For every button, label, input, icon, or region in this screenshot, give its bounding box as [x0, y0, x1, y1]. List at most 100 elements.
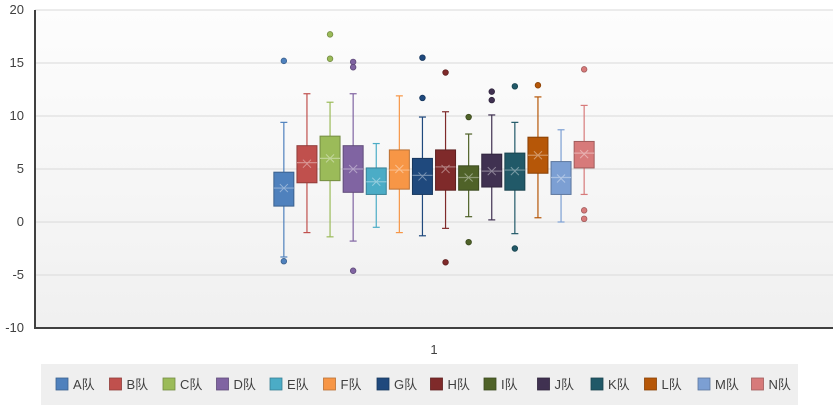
legend-label: H队	[448, 377, 470, 392]
legend-item-9: I队	[483, 377, 518, 392]
outlier-point	[442, 259, 449, 266]
legend-background	[41, 364, 798, 405]
legend-label: I队	[501, 377, 518, 392]
legend-item-10: J队	[537, 377, 575, 392]
legend-item-4: D队	[216, 377, 256, 392]
y-axis-tick-labels: -10 -5 0 5 10 15 20	[5, 2, 24, 335]
box-9	[458, 113, 480, 246]
mean-marker	[556, 174, 566, 183]
box-2	[296, 93, 318, 234]
legend-item-6: F队	[323, 377, 362, 392]
box-4	[342, 58, 364, 274]
mean-marker	[302, 159, 312, 169]
legend-label: G队	[394, 377, 417, 392]
legend-swatch	[644, 377, 657, 391]
mean-marker	[487, 166, 497, 176]
y-tick-label: 10	[10, 108, 24, 123]
mean-marker	[441, 164, 450, 174]
box-10	[481, 88, 503, 221]
legend-label: E队	[287, 377, 309, 392]
x-category-label: 1	[430, 342, 437, 357]
mean-marker	[279, 183, 289, 193]
outlier-point	[349, 58, 357, 66]
legend-label: A队	[73, 377, 95, 392]
box-14	[573, 66, 595, 223]
mean-marker	[371, 177, 381, 187]
outlier-point	[326, 31, 334, 38]
y-tick-label: 0	[17, 214, 24, 229]
outlier-point	[580, 215, 588, 223]
y-tick-label: -5	[12, 267, 24, 282]
outlier-point	[419, 94, 426, 102]
mean-marker	[325, 154, 335, 163]
legend-item-13: M队	[697, 377, 739, 392]
outlier-point	[349, 267, 357, 274]
y-tick-label: 15	[10, 55, 24, 70]
legend-swatch	[590, 377, 604, 391]
gridlines	[35, 9, 833, 276]
outlier-point	[465, 113, 472, 121]
legend-label: C队	[180, 377, 202, 392]
legend-label: B队	[127, 377, 149, 392]
legend-item-3: C队	[162, 377, 202, 392]
box-6	[388, 95, 410, 234]
legend-swatch	[430, 377, 443, 391]
outlier-point	[534, 82, 542, 89]
legend-item-7: G队	[376, 377, 417, 392]
outlier-point	[580, 66, 588, 73]
legend-swatch	[376, 377, 390, 391]
legend-item-12: L队	[644, 377, 682, 392]
mean-marker	[510, 166, 520, 176]
legend-swatch	[216, 377, 229, 391]
box-12	[527, 82, 549, 219]
legend-swatch	[537, 377, 550, 391]
box-1	[273, 57, 295, 265]
box-3	[319, 31, 341, 238]
mean-marker	[394, 164, 404, 174]
legend-swatch	[55, 377, 69, 391]
outlier-point	[465, 238, 472, 246]
outlier-point	[511, 83, 519, 90]
outlier-point	[349, 64, 357, 71]
legend-swatch	[162, 377, 176, 391]
box-8	[435, 69, 457, 266]
mean-marker	[579, 149, 589, 159]
outlier-point	[442, 69, 449, 76]
box-13	[550, 129, 572, 223]
y-tick-label: 5	[17, 161, 24, 176]
box-5	[365, 142, 387, 228]
legend-swatch	[697, 377, 711, 391]
legend: A队 B队 C队 D队 E队 F队 G队 H队 I队 J队 K队 L队 M队 N队	[41, 364, 798, 405]
legend-item-2: B队	[109, 377, 149, 392]
outlier-point	[280, 258, 288, 265]
outlier-point	[511, 245, 519, 252]
mean-marker	[348, 164, 358, 174]
mean-marker	[464, 173, 474, 182]
mean-marker	[533, 150, 543, 160]
legend-label: F队	[341, 377, 362, 392]
legend-item-8: H队	[430, 377, 470, 392]
outlier-point	[326, 55, 334, 62]
y-tick-label: -10	[5, 320, 24, 335]
legend-label: K队	[608, 377, 630, 392]
outlier-point	[488, 96, 495, 104]
y-tick-label: 20	[10, 2, 24, 17]
mean-marker	[418, 172, 427, 181]
outlier-point	[488, 88, 495, 95]
outlier-point	[580, 207, 588, 214]
box-series	[273, 31, 595, 274]
legend-label: N队	[769, 377, 791, 392]
outlier-point	[419, 54, 426, 61]
legend-item-14: N队	[751, 377, 791, 392]
legend-label: J队	[555, 377, 575, 392]
legend-swatch	[269, 377, 283, 391]
legend-swatch	[483, 377, 497, 391]
legend-label: D队	[234, 377, 256, 392]
box-body	[435, 149, 457, 191]
legend-item-5: E队	[269, 377, 309, 392]
legend-item-1: A队	[55, 377, 95, 392]
axes	[34, 10, 833, 329]
box-7	[411, 54, 433, 237]
outlier-point	[280, 57, 288, 65]
